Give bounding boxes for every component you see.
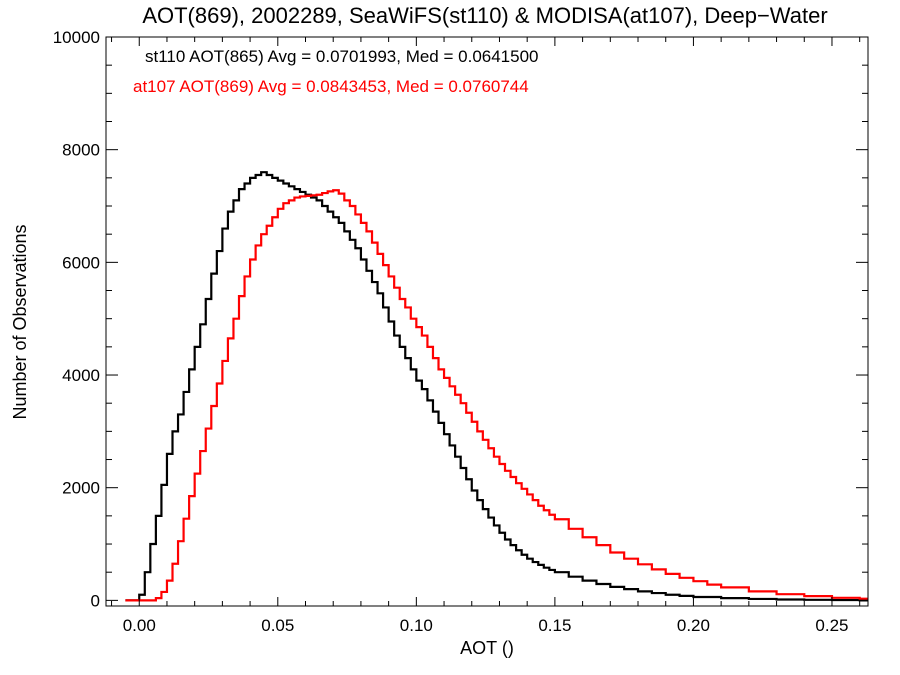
y-tick-label: 6000 bbox=[62, 253, 100, 272]
y-tick-label: 10000 bbox=[53, 28, 100, 47]
x-tick-label: 0.10 bbox=[400, 616, 433, 635]
legend-entry-at107: at107 AOT(869) Avg = 0.0843453, Med = 0.… bbox=[133, 77, 529, 96]
x-tick-label: 0.25 bbox=[815, 616, 848, 635]
series-layer bbox=[125, 171, 868, 602]
x-tick-label: 0.20 bbox=[677, 616, 710, 635]
plot-frame bbox=[105, 36, 869, 607]
y-tick-label: 0 bbox=[91, 591, 100, 610]
plot-area: 0.00 0.05 0.10 0.15 0.20 0.25 0 2000 4000 6000 800… bbox=[53, 28, 869, 635]
x-tick-label: 0.15 bbox=[538, 616, 571, 635]
y-tick-label: 4000 bbox=[62, 366, 100, 385]
y-axis-label: Number of Observations bbox=[10, 224, 30, 419]
x-tick-label: 0.05 bbox=[261, 616, 294, 635]
legend-entry-st110: st110 AOT(865) Avg = 0.0701993, Med = 0.… bbox=[145, 47, 539, 66]
legend: st110 AOT(865) Avg = 0.0701993, Med = 0.… bbox=[133, 47, 539, 96]
axis-ticks: 0.00 0.05 0.10 0.15 0.20 0.25 0 2000 4000 6000 800… bbox=[53, 28, 868, 635]
series-line-0 bbox=[125, 171, 868, 602]
series-line-1 bbox=[125, 189, 868, 602]
x-tick-label: 0.00 bbox=[123, 616, 156, 635]
y-tick-label: 2000 bbox=[62, 479, 100, 498]
x-axis-label: AOT () bbox=[460, 638, 514, 658]
y-tick-label: 8000 bbox=[62, 141, 100, 160]
chart-title: AOT(869), 2002289, SeaWiFS(st110) & MODI… bbox=[142, 3, 827, 28]
